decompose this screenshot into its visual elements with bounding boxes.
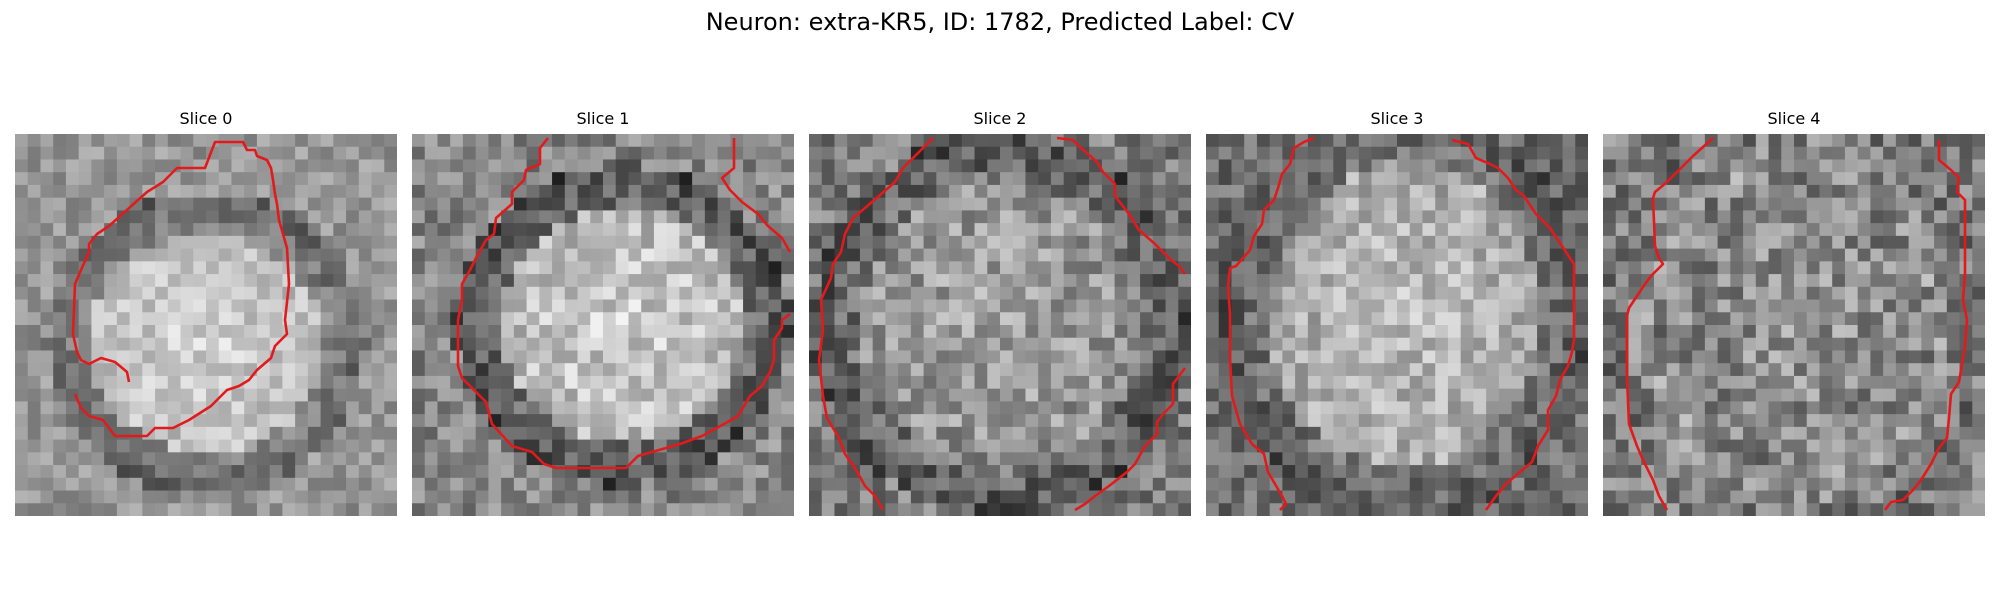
slice-title-0: Slice 0 xyxy=(179,109,233,128)
slice-panel-1: Slice 1 xyxy=(412,108,794,516)
slice-title-2: Slice 2 xyxy=(973,109,1027,128)
contour-line-4a xyxy=(1625,137,1714,511)
contour-line-2b xyxy=(1056,136,1187,275)
contour-line-2b2 xyxy=(1074,367,1187,512)
contour-line-3a xyxy=(1226,136,1315,511)
slice-image-3 xyxy=(1206,134,1588,516)
contour-line-1b xyxy=(720,138,792,253)
slice-panel-3: Slice 3 xyxy=(1206,108,1588,516)
slice-title-3: Slice 3 xyxy=(1370,109,1424,128)
slice-image-2 xyxy=(809,134,1191,516)
contour-line-0 xyxy=(71,140,291,438)
slice-panel-2: Slice 2 xyxy=(809,108,1191,516)
slice-image-1 xyxy=(412,134,794,516)
contour-line-2a xyxy=(817,137,934,511)
contour-line-1a xyxy=(456,137,791,470)
slice-image-0 xyxy=(15,134,397,516)
figure-title: Neuron: extra-KR5, ID: 1782, Predicted L… xyxy=(705,8,1295,36)
contour-line-4b xyxy=(1883,140,1969,511)
slice-image-4 xyxy=(1603,134,1985,516)
slice-title-1: Slice 1 xyxy=(576,109,630,128)
slice-title-4: Slice 4 xyxy=(1767,109,1821,128)
slice-panel-0: Slice 0 xyxy=(15,108,397,516)
contour-line-3b xyxy=(1451,138,1576,511)
slice-panel-4: Slice 4 xyxy=(1603,108,1985,516)
